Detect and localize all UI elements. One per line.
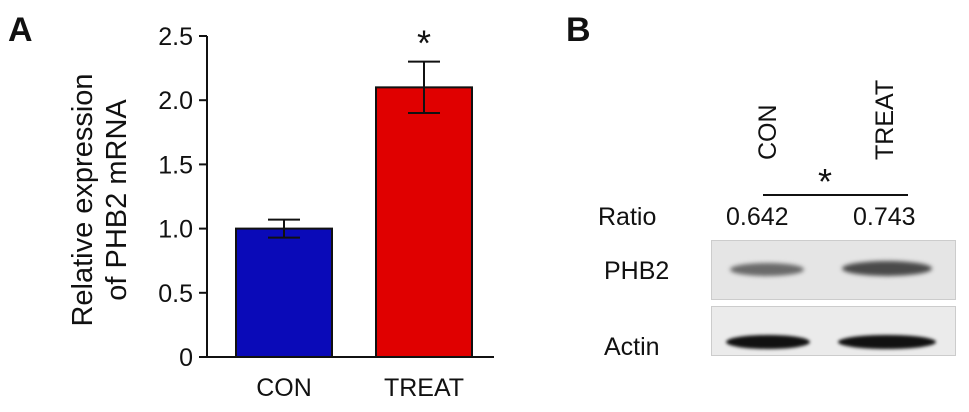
blot-row-label-phb2: PHB2	[604, 257, 670, 285]
significance-star: *	[417, 23, 431, 64]
blot-image-actin	[711, 306, 956, 356]
ratio-label: Ratio	[598, 203, 657, 231]
y-tick-label: 1.0	[158, 216, 193, 244]
band-actin-con	[726, 335, 810, 349]
x-tick-label: TREAT	[384, 374, 464, 402]
y-axis-label: Relative expressionof PHB2 mRNA	[67, 73, 133, 326]
blot-significance-line	[763, 194, 908, 196]
lane-label-con: CON	[754, 104, 782, 160]
y-axis-label-line2: of PHB2 mRNA	[101, 99, 133, 301]
band-actin-treat	[838, 335, 936, 349]
lane-label-treat: TREAT	[871, 79, 899, 160]
bar-con	[235, 227, 333, 358]
y-tick-label: 0	[179, 344, 193, 372]
blot-significance-star: *	[818, 161, 833, 202]
y-axis-label-line1: Relative expression	[67, 73, 99, 326]
bar-chart: 0 0.5 1.0 1.5 2.0 2.5 CON * TREAT Relative expres…	[67, 23, 494, 402]
bar-treat	[375, 86, 473, 359]
panel-a-label: A	[8, 11, 33, 49]
y-tick-label: 0.5	[158, 280, 193, 308]
panel-b-label: B	[566, 11, 591, 49]
blot-row-label-actin: Actin	[604, 333, 660, 361]
band-phb2-con	[730, 263, 804, 276]
y-tick-label: 2.5	[158, 23, 193, 51]
y-tick-label: 1.5	[158, 151, 193, 179]
y-tick-label: 2.0	[158, 87, 193, 115]
blot-image-phb2	[711, 240, 956, 300]
ratio-value-treat: 0.743	[853, 203, 916, 231]
ratio-value-con: 0.642	[726, 203, 789, 231]
band-phb2-treat	[842, 261, 932, 276]
x-tick-label: CON	[256, 374, 312, 402]
